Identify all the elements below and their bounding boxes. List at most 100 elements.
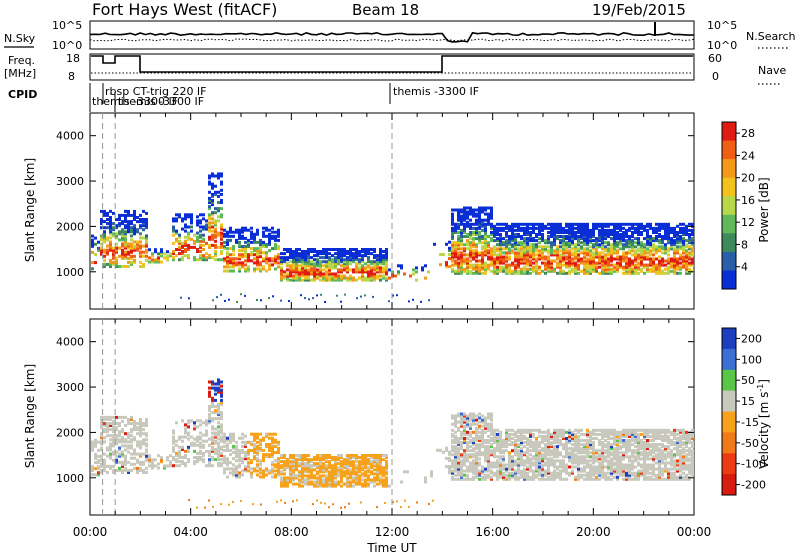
data-cell bbox=[139, 265, 142, 268]
data-cell bbox=[340, 485, 343, 488]
data-cell bbox=[529, 272, 532, 275]
data-cell bbox=[220, 207, 223, 210]
data-cell bbox=[228, 299, 230, 301]
data-cell bbox=[691, 229, 694, 232]
data-cell bbox=[256, 299, 258, 301]
data-cell bbox=[256, 433, 259, 436]
data-cell bbox=[262, 241, 265, 244]
data-cell bbox=[472, 431, 475, 434]
data-cell bbox=[538, 429, 541, 432]
data-cell bbox=[199, 436, 202, 439]
data-cell bbox=[271, 433, 274, 436]
data-cell bbox=[211, 446, 214, 449]
data-cell bbox=[355, 454, 358, 457]
data-cell bbox=[307, 248, 310, 251]
data-cell bbox=[355, 248, 358, 251]
data-cell bbox=[535, 239, 538, 242]
data-cell bbox=[94, 461, 97, 464]
data-cell bbox=[268, 297, 270, 299]
data-cell bbox=[142, 263, 145, 266]
data-cell bbox=[298, 462, 301, 465]
data-cell bbox=[493, 245, 496, 248]
data-cell bbox=[460, 459, 463, 462]
data-cell bbox=[664, 272, 667, 275]
data-cell bbox=[106, 422, 109, 425]
data-cell bbox=[682, 223, 685, 226]
data-cell bbox=[451, 433, 454, 436]
data-cell bbox=[301, 454, 304, 457]
data-cell bbox=[571, 268, 574, 271]
data-cell bbox=[361, 264, 364, 267]
data-cell bbox=[121, 243, 124, 246]
data-cell bbox=[337, 481, 340, 484]
data-cell bbox=[265, 443, 268, 446]
data-cell bbox=[184, 462, 187, 465]
data-cell bbox=[235, 261, 238, 264]
data-cell bbox=[220, 423, 223, 426]
data-cell bbox=[298, 479, 301, 482]
data-cell bbox=[298, 248, 301, 251]
data-cell bbox=[502, 472, 505, 475]
colorbar-segment bbox=[722, 178, 736, 197]
data-cell bbox=[217, 387, 220, 390]
data-cell bbox=[145, 212, 148, 215]
data-cell bbox=[127, 265, 130, 268]
data-cell bbox=[274, 445, 277, 448]
data-cell bbox=[613, 264, 616, 267]
data-cell bbox=[259, 255, 262, 258]
data-cell bbox=[178, 252, 181, 255]
data-cell bbox=[397, 264, 400, 267]
data-cell bbox=[109, 210, 112, 213]
data-cell bbox=[475, 264, 478, 267]
data-cell bbox=[190, 442, 193, 445]
data-cell bbox=[637, 253, 640, 256]
data-cell bbox=[571, 223, 574, 226]
data-cell bbox=[511, 249, 514, 252]
data-cell bbox=[607, 258, 610, 261]
data-cell bbox=[556, 262, 559, 265]
data-cell bbox=[268, 257, 271, 260]
data-cell bbox=[226, 231, 229, 234]
data-cell bbox=[199, 244, 202, 247]
data-cell bbox=[598, 251, 601, 254]
data-cell bbox=[217, 417, 220, 420]
data-cell bbox=[469, 260, 472, 263]
data-cell bbox=[121, 228, 124, 231]
data-cell bbox=[139, 245, 142, 248]
data-cell bbox=[451, 241, 454, 244]
data-cell bbox=[478, 435, 481, 438]
data-cell bbox=[295, 458, 298, 461]
data-cell bbox=[604, 229, 607, 232]
data-cell bbox=[508, 429, 511, 432]
data-cell bbox=[487, 264, 490, 267]
data-cell bbox=[112, 434, 115, 437]
data-cell bbox=[373, 254, 376, 257]
data-cell bbox=[208, 458, 211, 461]
data-cell bbox=[487, 439, 490, 442]
data-cell bbox=[490, 231, 493, 234]
data-cell bbox=[130, 463, 133, 466]
data-cell bbox=[262, 449, 265, 452]
data-cell bbox=[469, 231, 472, 234]
data-cell bbox=[598, 229, 601, 232]
data-cell bbox=[312, 297, 314, 299]
data-cell bbox=[496, 237, 499, 240]
data-cell bbox=[181, 217, 184, 220]
data-cell bbox=[376, 483, 379, 486]
data-cell bbox=[472, 447, 475, 450]
data-cell bbox=[574, 262, 577, 265]
data-cell bbox=[241, 253, 244, 256]
data-cell bbox=[670, 270, 673, 273]
data-cell bbox=[214, 432, 217, 435]
data-cell bbox=[544, 470, 547, 473]
data-cell bbox=[511, 437, 514, 440]
data-cell bbox=[322, 260, 325, 263]
data-cell bbox=[502, 247, 505, 250]
data-cell bbox=[487, 474, 490, 477]
data-cell bbox=[568, 249, 571, 252]
data-cell bbox=[265, 270, 268, 273]
data-cell bbox=[481, 241, 484, 244]
data-cell bbox=[481, 251, 484, 254]
data-cell bbox=[484, 207, 487, 210]
